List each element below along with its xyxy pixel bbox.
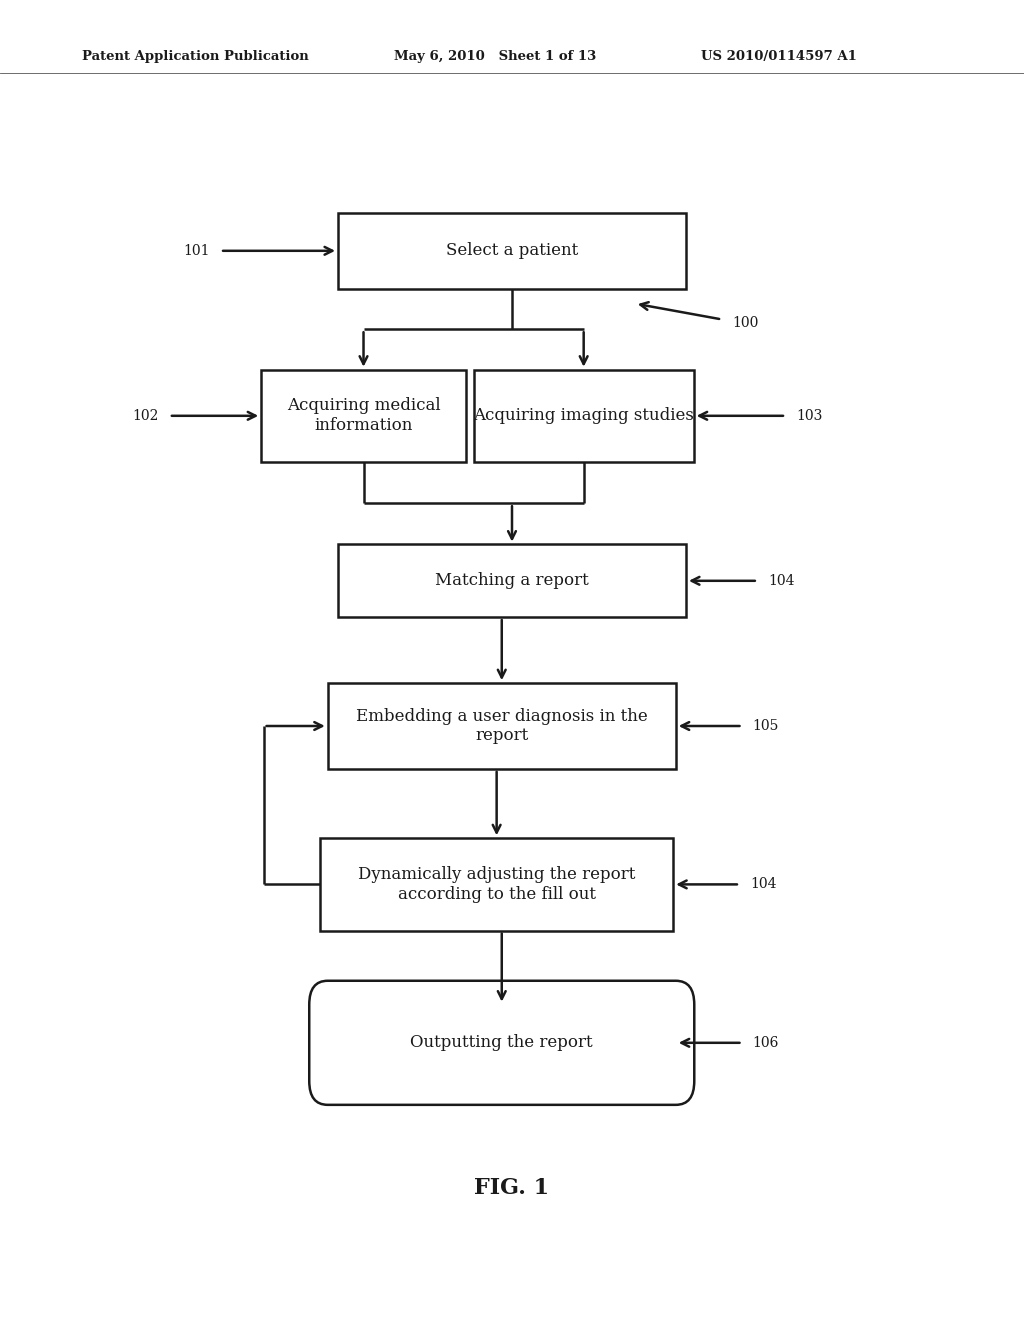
Text: Dynamically adjusting the report
according to the fill out: Dynamically adjusting the report accordi… <box>358 866 635 903</box>
FancyBboxPatch shape <box>328 684 676 768</box>
Text: Outputting the report: Outputting the report <box>411 1035 593 1051</box>
Text: 103: 103 <box>797 409 822 422</box>
Text: 101: 101 <box>183 244 210 257</box>
FancyBboxPatch shape <box>338 544 686 616</box>
FancyBboxPatch shape <box>473 370 694 462</box>
Text: 104: 104 <box>750 878 776 891</box>
Text: 104: 104 <box>768 574 795 587</box>
Text: May 6, 2010   Sheet 1 of 13: May 6, 2010 Sheet 1 of 13 <box>394 50 597 63</box>
Text: Embedding a user diagnosis in the
report: Embedding a user diagnosis in the report <box>356 708 647 744</box>
Text: Acquiring medical
information: Acquiring medical information <box>287 397 440 434</box>
FancyBboxPatch shape <box>261 370 466 462</box>
Text: 106: 106 <box>753 1036 779 1049</box>
FancyBboxPatch shape <box>338 213 686 289</box>
FancyBboxPatch shape <box>309 981 694 1105</box>
Text: 102: 102 <box>132 409 159 422</box>
Text: Patent Application Publication: Patent Application Publication <box>82 50 308 63</box>
Text: Acquiring imaging studies: Acquiring imaging studies <box>473 408 694 424</box>
Text: Select a patient: Select a patient <box>445 243 579 259</box>
Text: FIG. 1: FIG. 1 <box>474 1177 550 1199</box>
Text: 105: 105 <box>753 719 779 733</box>
Text: Matching a report: Matching a report <box>435 573 589 589</box>
Text: 100: 100 <box>732 317 759 330</box>
Text: US 2010/0114597 A1: US 2010/0114597 A1 <box>701 50 857 63</box>
FancyBboxPatch shape <box>319 838 674 931</box>
